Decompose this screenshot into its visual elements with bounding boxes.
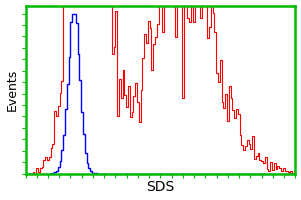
X-axis label: SDS: SDS xyxy=(146,180,175,194)
Y-axis label: Events: Events xyxy=(5,68,19,111)
